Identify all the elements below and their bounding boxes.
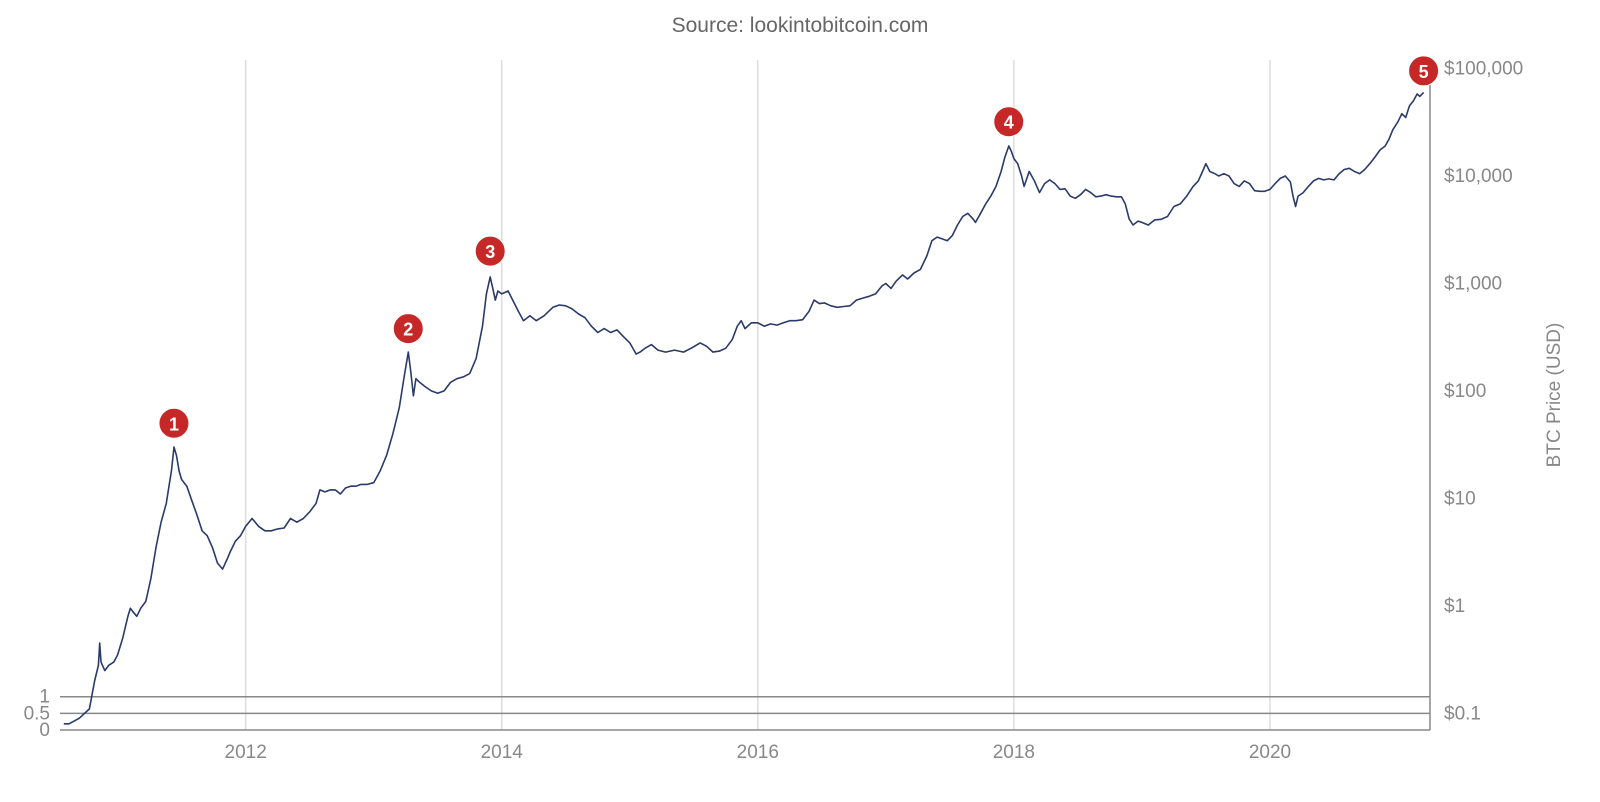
- y-right-tick-label: $100,000: [1444, 59, 1523, 80]
- peak-marker-label-3: 3: [485, 242, 495, 262]
- y-right-tick-label: $0.1: [1444, 703, 1481, 724]
- y-right-tick-label: $1: [1444, 596, 1465, 617]
- y-right-tick-label: $10: [1444, 488, 1476, 509]
- x-tick-label: 2016: [737, 742, 779, 763]
- peak-marker-label-5: 5: [1419, 62, 1429, 82]
- y-right-tick-label: $100: [1444, 381, 1486, 402]
- y-left-tick-label: 1: [39, 687, 50, 708]
- x-tick-label: 2020: [1249, 742, 1291, 763]
- peak-marker-label-2: 2: [403, 320, 413, 340]
- y-right-tick-label: $1,000: [1444, 273, 1502, 294]
- btc-price-line: [64, 92, 1424, 723]
- peak-marker-label-4: 4: [1004, 113, 1014, 133]
- btc-price-chart: 2012 2014 2016 2018 2020 $0.1 $1 $10 $100 $1,000 $…: [0, 0, 1600, 802]
- y-right-tick-label: $10,000: [1444, 166, 1513, 187]
- x-tick-label: 2014: [481, 742, 524, 763]
- x-tick-label: 2012: [225, 742, 267, 763]
- x-tick-label: 2018: [993, 742, 1035, 763]
- y-axis-title: BTC Price (USD): [1544, 323, 1565, 468]
- peak-marker-label-1: 1: [169, 414, 179, 434]
